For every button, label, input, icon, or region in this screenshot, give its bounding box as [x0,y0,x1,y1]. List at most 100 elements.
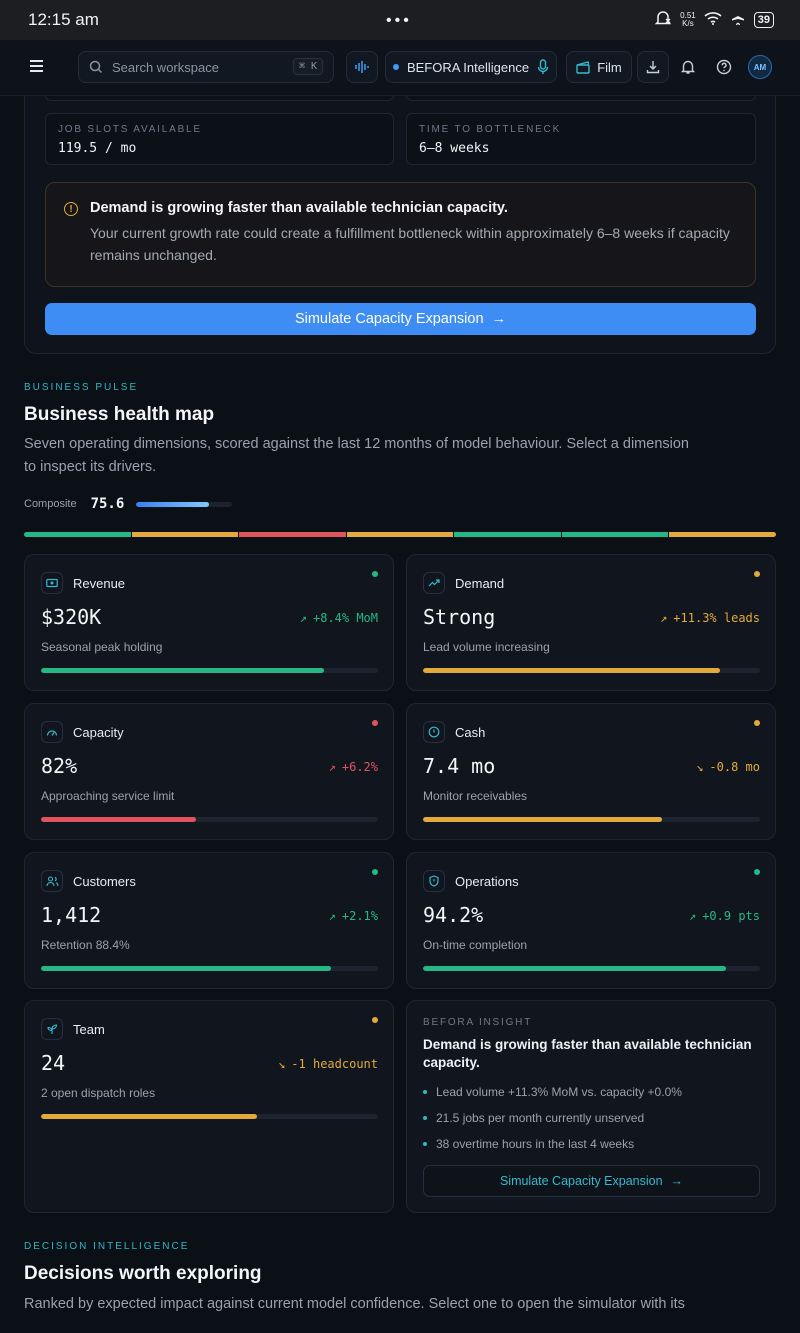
trend-arrow-icon: ↗ [328,909,336,923]
composite-fill [136,501,209,507]
hidden-metric-box-right [406,96,756,101]
waveform-icon [355,61,369,73]
card-title: Operations [455,874,519,889]
health-card-customers[interactable]: Customers 1,412 ↗ +2.1% Retention 88.4% [24,852,394,989]
card-delta: ↗ +6.2% [329,760,378,774]
search-shortcut: ⌘ K [292,58,323,75]
alert-title: Demand is growing faster than available … [90,200,508,216]
business-pulse-eyebrow: BUSINESS PULSE [24,382,139,393]
microphone-icon [537,59,549,74]
job-slots-metric: JOB SLOTS AVAILABLE 119.5 / mo [45,113,394,165]
trend-arrow-icon: ↘ [278,1057,286,1071]
insight-simulate-label: Simulate Capacity Expansion [499,1174,663,1188]
health-card-operations[interactable]: Operations 94.2% ↗ +0.9 pts On-time completi… [406,852,776,989]
card-subtitle: 2 open dispatch roles [41,1086,156,1100]
card-progress-fill [41,1114,257,1119]
composite-label: Composite [24,498,77,510]
card-progress-track [41,668,378,673]
more-dots-icon: ••• [386,12,412,29]
net-speed: 0.51 K/s [680,10,696,28]
bottleneck-value: 6–8 weeks [419,141,490,156]
dimension-status-strip [24,532,776,537]
avatar[interactable]: AM [748,55,772,79]
menu-icon[interactable] [30,57,50,77]
health-card-capacity[interactable]: Capacity 82% ↗ +6.2% Approaching service lim… [24,703,394,840]
download-button[interactable] [637,51,669,83]
card-subtitle: Retention 88.4% [41,938,130,952]
hidden-metric-box-left [45,96,394,101]
card-delta-value: +0.9 pts [702,909,760,923]
trend-arrow-icon: ↗ [660,611,668,625]
card-subtitle: Approaching service limit [41,789,175,803]
card-delta: ↗ +8.4% MoM [300,611,378,625]
composite-score: Composite 75.6 [24,496,233,512]
trend-arrow-icon: ↗ [688,909,697,923]
card-title: Team [73,1022,105,1037]
alarm-off-icon [654,10,672,29]
assistant-button[interactable]: BEFORA Intelligence [385,51,557,83]
bottleneck-metric: TIME TO BOTTLENECK 6–8 weeks [406,113,756,165]
card-progress-fill [41,817,197,822]
card-title: Revenue [73,576,126,591]
status-dot [754,720,760,726]
help-icon[interactable] [714,57,734,77]
search-icon [89,60,103,74]
health-card-cash[interactable]: Cash 7.4 mo ↘ -0.8 mo Monitor receivables [406,703,776,840]
status-dot [754,869,760,875]
net-speed-value: 0.51 [680,10,696,20]
system-icons: 0.51 K/s 39 [654,10,774,29]
card-value: 7.4 mo [423,754,496,778]
card-delta-value: -0.8 mo [709,760,760,774]
card-subtitle: Seasonal peak holding [41,640,163,654]
card-progress-fill [41,966,331,971]
trending-up-icon [423,572,445,594]
card-subtitle: Monitor receivables [423,789,528,803]
card-value: 94.2% [423,903,484,927]
card-delta-value: -1 headcount [291,1057,378,1071]
business-health-description: Seven operating dimensions, scored again… [24,436,689,475]
battery-indicator: 39 [753,11,774,28]
insight-bullets: Lead volume +11.3% MoM vs. capacity +0.0… [423,1084,682,1162]
status-segment [669,532,776,537]
clapperboard-icon [576,61,590,74]
status-segment [239,532,346,537]
wifi-icon [704,11,722,28]
system-status-bar: 12:15 am ••• 0.51 K/s 39 [0,0,800,40]
job-slots-label: JOB SLOTS AVAILABLE [58,124,202,135]
card-delta: ↘ -0.8 mo [696,760,760,774]
clock-icon [423,721,445,743]
simulate-capacity-label: Simulate Capacity Expansion [294,311,484,327]
capacity-alert: ! Demand is growing faster than availabl… [45,182,756,287]
card-delta: ↗ +11.3% leads [660,611,760,625]
film-button[interactable]: Film [566,51,632,83]
health-card-demand[interactable]: Demand Strong ↗ +11.3% leads Lead volume inc… [406,554,776,691]
insight-simulate-button[interactable]: Simulate Capacity Expansion → [423,1165,760,1197]
job-slots-value: 119.5 / mo [58,141,137,156]
capacity-panel: JOB SLOTS AVAILABLE 119.5 / mo TIME TO B… [24,96,776,354]
card-delta: ↗ +2.1% [329,909,378,923]
health-card-team[interactable]: Team 24 ↘ -1 headcount 2 open dispatch roles [24,1000,394,1213]
simulate-capacity-button[interactable]: Simulate Capacity Expansion → [45,303,756,335]
assistant-label: BEFORA Intelligence [406,59,530,75]
status-segment [561,532,669,537]
arrow-right-icon: → [491,311,507,327]
assistant-status-dot [392,64,399,70]
card-delta-value: +11.3% leads [673,611,760,625]
waveform-button[interactable] [346,51,378,83]
decisions-description: Ranked by expected impact against curren… [24,1296,685,1312]
insight-bullet: 38 overtime hours in the last 4 weeks [423,1136,682,1152]
status-segment [24,532,131,537]
decision-intelligence-eyebrow: DECISION INTELLIGENCE [24,1241,190,1252]
insight-eyebrow: BEFORA INSIGHT [423,1017,533,1028]
card-delta-value: +2.1% [341,909,378,923]
search-input[interactable]: Search workspace ⌘ K [78,51,334,83]
card-title: Capacity [73,725,124,740]
composite-value: 75.6 [90,496,125,512]
arrow-right-icon: → [670,1174,684,1188]
card-title: Demand [455,576,505,591]
card-progress-track [41,966,378,971]
card-value: 82% [41,754,78,778]
bell-icon[interactable] [678,57,698,77]
health-card-revenue[interactable]: Revenue $320K ↗ +8.4% MoM Seasonal peak hold… [24,554,394,691]
banknote-icon [41,572,63,594]
